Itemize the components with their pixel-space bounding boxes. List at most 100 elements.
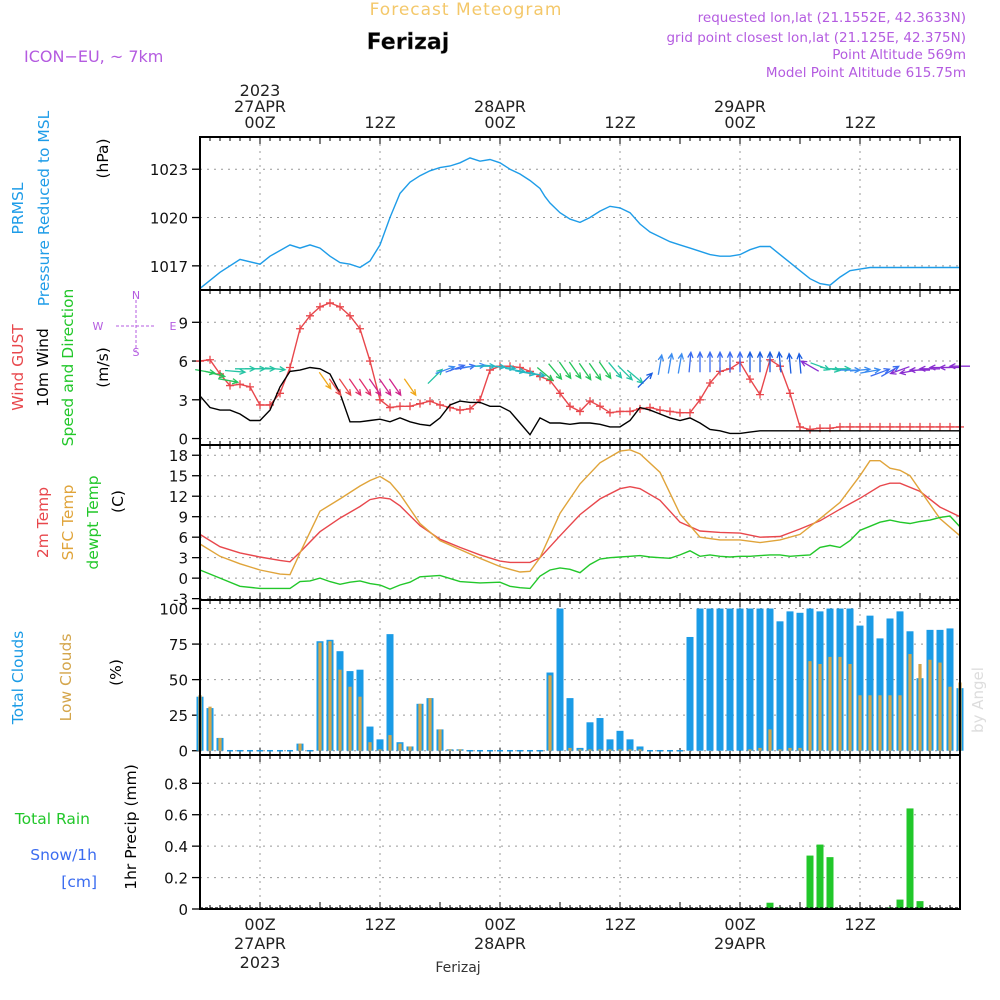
wind-arrow (338, 378, 352, 397)
gust-marker (846, 422, 854, 431)
total-cloud-bar (606, 739, 614, 751)
wind-arrow (908, 366, 930, 374)
y-axis-label: Wind GUST (9, 324, 27, 411)
y-axis-label: PRMSL (9, 182, 27, 234)
total-cloud-bar (746, 608, 754, 751)
gust-marker (616, 407, 624, 416)
gust-marker (316, 302, 324, 311)
wind-arrow (195, 368, 217, 376)
low-cloud-bar (938, 662, 942, 751)
total-cloud-bar (876, 638, 884, 751)
low-cloud-bar (208, 706, 212, 751)
panel-frame (199, 599, 961, 756)
y-tick-label: 1023 (150, 161, 188, 179)
bottom-time-label: 00Z (244, 915, 275, 934)
total-cloud-bar (856, 625, 864, 751)
low-cloud-bar (448, 749, 452, 751)
wind-panel: 0 3 6 9 Wind GUST 10m Wind Speed and Direction… (9, 289, 970, 449)
gust-marker (926, 422, 934, 431)
low-cloud-bar (828, 656, 832, 751)
gust-marker (326, 298, 334, 307)
wind-arrow (558, 361, 572, 380)
wind-arrow (617, 365, 634, 381)
y-tick-label: 1017 (150, 258, 188, 276)
low-cloud-bar (948, 686, 952, 751)
low-cloud-bar (798, 747, 802, 751)
gust-marker (436, 400, 444, 409)
unit-label: (hPa) (94, 138, 112, 178)
gust-marker (686, 408, 694, 417)
y-tick-label: 15 (169, 468, 188, 486)
low-cloud-bar (888, 695, 892, 751)
y-axis-label: Total Clouds (9, 631, 27, 725)
y-tick-label: 0.4 (164, 838, 188, 856)
total-cloud-bar (636, 746, 644, 751)
rain-bar (806, 855, 814, 909)
gust-marker (366, 357, 374, 366)
low-cloud-bar (368, 742, 372, 751)
total-cloud-bar (766, 608, 774, 751)
total-cloud-bar (616, 730, 624, 751)
low-cloud-bar (298, 743, 302, 751)
y-axis-label: Low Clouds (57, 634, 75, 722)
total-cloud-bar (886, 618, 894, 751)
top-time-label: 12Z (364, 113, 395, 132)
gust-marker (666, 407, 674, 416)
footer-location: Ferizaj (435, 960, 480, 976)
pressure-line (199, 157, 960, 289)
wind-arrow (264, 366, 287, 373)
gust-marker (886, 422, 894, 431)
rain-bar (766, 902, 774, 909)
wind-arrow (578, 362, 592, 381)
low-cloud-bar (848, 663, 852, 751)
wind-arrow (358, 378, 372, 397)
total-cloud-bar (716, 608, 724, 751)
gust-marker (486, 366, 494, 375)
rain-bar (916, 901, 924, 909)
y-tick-label: 1020 (150, 210, 188, 228)
wind-arrow (696, 350, 704, 373)
low-cloud-bar (408, 746, 412, 751)
gust-marker (206, 355, 214, 364)
y-tick-label: 50 (169, 672, 188, 690)
bottom-time-label: 00Z (484, 915, 515, 934)
top-time-label: 12Z (604, 113, 635, 132)
low-cloud-bar (928, 659, 932, 751)
low-cloud-bar (768, 729, 772, 751)
top-time-label: 2023 (240, 81, 281, 100)
wind-arrow (849, 366, 872, 373)
sfc-temp-line (199, 449, 961, 576)
bottom-time-label: 2023 (240, 953, 281, 972)
clouds-panel: 0 25 50 75 100 Total Clouds Low Clouds (%) (9, 599, 964, 761)
product-title: Forecast Meteogram (370, 0, 563, 20)
y-tick-label: 3 (178, 392, 188, 410)
top-time-label: 12Z (844, 113, 875, 132)
location-title: Ferizaj (367, 30, 450, 55)
wind-arrow (525, 371, 547, 378)
y-tick-label: 0 (178, 570, 188, 588)
low-cloud-bar (438, 729, 442, 751)
legend-snow-unit: [cm] (61, 873, 97, 891)
low-cloud-bar (838, 656, 842, 751)
credit-watermark: by Angel (969, 667, 987, 733)
compass-west: W (93, 320, 104, 333)
low-cloud-bar (218, 737, 222, 751)
bottom-time-label: 28APR (474, 934, 526, 953)
y-tick-label: 0.8 (164, 775, 188, 793)
wind-arrow (568, 361, 582, 380)
wind-arrow (706, 350, 714, 373)
low-cloud-bar (318, 642, 322, 751)
total-cloud-bar (706, 608, 714, 751)
compass-north: N (132, 289, 140, 302)
gust-marker (396, 402, 404, 411)
unit-label: (m/s) (94, 347, 112, 388)
bottom-time-label: 29APR (714, 934, 766, 953)
y-tick-label: 12 (169, 488, 188, 506)
gust-marker (916, 422, 924, 431)
y-axis-label: 1hr Precip (mm) (122, 764, 140, 890)
gust-marker (876, 422, 884, 431)
low-cloud-bar (858, 695, 862, 751)
low-cloud-bar (328, 641, 332, 751)
y-tick-label: 9 (178, 314, 188, 332)
dewpt-temp-line (199, 515, 961, 590)
